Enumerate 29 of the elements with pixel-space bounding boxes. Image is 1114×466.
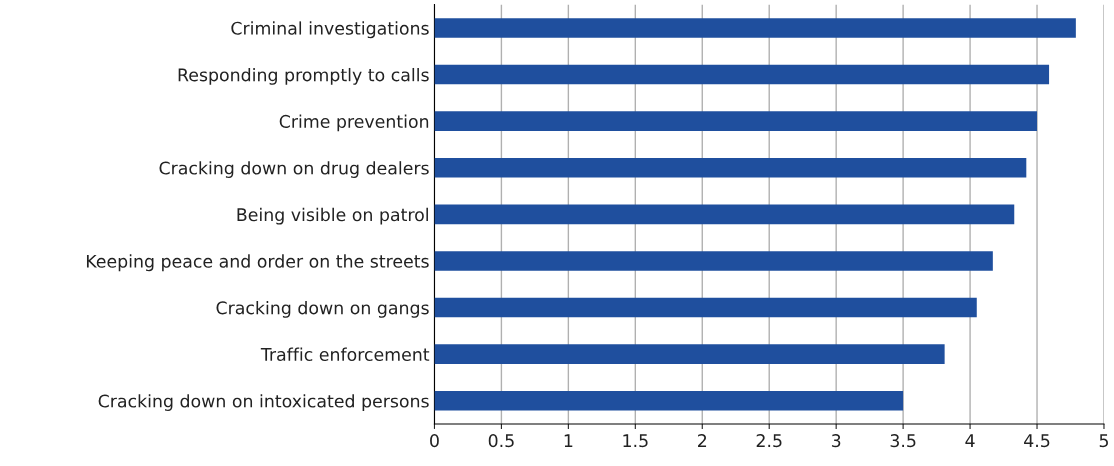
x-tick-label: 2 bbox=[698, 434, 707, 447]
x-tick-label: 0 bbox=[430, 434, 439, 448]
bar bbox=[434, 390, 904, 411]
y-tick-label: Being visible on patrol bbox=[237, 207, 428, 225]
y-tick-label: Cracking down on drug dealers bbox=[159, 161, 429, 178]
y-tick-label: Crime prevention bbox=[279, 114, 429, 132]
y-tick-label: Keeping peace and order on the streets bbox=[86, 254, 429, 272]
bar bbox=[434, 297, 977, 318]
y-tick-label: Traffic enforcement bbox=[260, 347, 430, 361]
y-tick-label: Criminal investigations bbox=[231, 21, 429, 39]
x-tick-label: 3 bbox=[831, 434, 841, 448]
x-tick-label: 3.5 bbox=[890, 434, 916, 448]
bar bbox=[434, 251, 993, 271]
x-tick-label: 2.5 bbox=[756, 434, 782, 448]
x-tick-label: 5 bbox=[1099, 434, 1108, 448]
x-tick-label: 4 bbox=[965, 434, 975, 447]
y-tick-label: Cracking down on gangs bbox=[216, 300, 429, 318]
bar bbox=[434, 111, 1038, 131]
bar bbox=[434, 18, 1076, 38]
y-tick-label: Responding promptly to calls bbox=[178, 67, 429, 85]
x-tick-label: 0.5 bbox=[488, 434, 514, 448]
bar bbox=[434, 204, 1015, 225]
y-tick-label: Cracking down on intoxicated persons bbox=[98, 394, 429, 411]
x-tick-label: 4.5 bbox=[1024, 434, 1050, 448]
bar bbox=[434, 64, 1050, 85]
bar bbox=[434, 344, 945, 364]
bar bbox=[434, 157, 1027, 178]
x-tick-label: 1.5 bbox=[623, 434, 648, 448]
x-tick-label: 1 bbox=[564, 434, 573, 447]
